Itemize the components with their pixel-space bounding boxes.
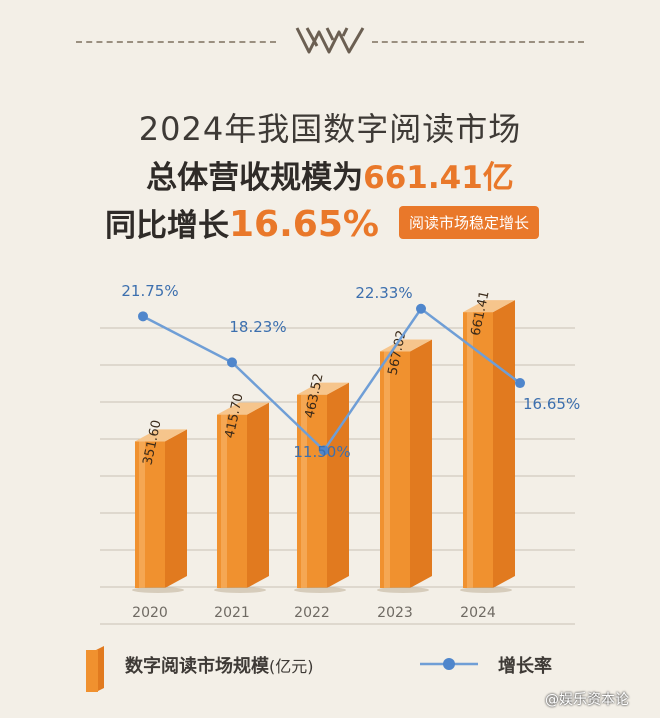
legend-line-marker bbox=[443, 658, 455, 670]
bar-2022: 463.52 bbox=[294, 372, 349, 593]
bar-shadow bbox=[460, 587, 512, 593]
bar-highlight bbox=[467, 312, 473, 588]
growth-rate-label: 18.23% bbox=[229, 318, 286, 336]
bar-shadow bbox=[132, 587, 184, 593]
growth-rate-point bbox=[138, 311, 148, 322]
bar-shadow bbox=[214, 587, 266, 593]
headline-revenue: 总体营收规模为661.41亿 bbox=[0, 152, 660, 197]
bar-side bbox=[247, 402, 269, 588]
growth-rate-label: 16.65% bbox=[523, 395, 580, 413]
bar-top bbox=[217, 402, 269, 415]
bar-2024: 661.41 bbox=[460, 290, 515, 593]
bar-2020: 351.60 bbox=[132, 419, 187, 593]
bar-side bbox=[410, 339, 432, 588]
watermark: @娱乐资本论 bbox=[545, 692, 629, 708]
headline-revenue-value: 661.41亿 bbox=[363, 160, 514, 196]
x-tick-label: 2023 bbox=[377, 605, 413, 621]
bar-2023: 567.02 bbox=[377, 329, 432, 593]
headline-growth: 同比增长16.65% bbox=[105, 200, 379, 245]
bar-shadow bbox=[377, 587, 429, 593]
headline-growth-prefix: 同比增长 bbox=[105, 208, 229, 244]
headline-revenue-prefix: 总体营收规模为 bbox=[146, 160, 364, 196]
legend-bar-swatch bbox=[86, 646, 104, 692]
x-tick-label: 2021 bbox=[214, 605, 250, 621]
bar-highlight bbox=[221, 414, 227, 588]
growth-rate-point bbox=[515, 378, 525, 389]
bar-side bbox=[327, 382, 349, 588]
bar-top bbox=[135, 429, 187, 442]
bar-side bbox=[493, 300, 515, 588]
growth-rate-label: 22.33% bbox=[355, 284, 412, 302]
header-divider-right bbox=[372, 41, 584, 43]
bar-top bbox=[463, 300, 515, 313]
legend-bars-unit: (亿元) bbox=[269, 657, 314, 676]
growth-rate-label: 21.75% bbox=[121, 282, 178, 300]
headline-growth-value: 16.65% bbox=[229, 204, 379, 245]
page-title: 2024年我国数字阅读市场 bbox=[138, 110, 522, 148]
bar-2021: 415.70 bbox=[214, 392, 269, 593]
bar-highlight bbox=[301, 394, 307, 588]
bar-shadow bbox=[294, 587, 346, 593]
growth-rate-label: 11.50% bbox=[293, 443, 350, 461]
growth-rate-point bbox=[227, 357, 237, 368]
header-divider-left bbox=[76, 41, 276, 43]
legend-bars: 数字阅读市场规模(亿元) bbox=[125, 652, 314, 678]
x-tick-label: 2022 bbox=[294, 605, 330, 621]
legend-bars-label: 数字阅读市场规模 bbox=[125, 656, 269, 677]
bar-highlight bbox=[384, 351, 390, 588]
legend-bar-front bbox=[86, 650, 98, 692]
x-tick-label: 2020 bbox=[132, 605, 168, 621]
growth-rate-point bbox=[416, 303, 426, 314]
bar-top bbox=[297, 382, 349, 395]
bar-highlight bbox=[139, 441, 145, 588]
growth-rate-point bbox=[319, 445, 329, 456]
legend-line: 增长率 bbox=[498, 656, 552, 677]
brand-logo-icon bbox=[295, 27, 365, 54]
bar-side bbox=[165, 429, 187, 588]
status-badge: 阅读市场稳定增长 bbox=[399, 206, 540, 239]
x-tick-label: 2024 bbox=[460, 605, 496, 621]
